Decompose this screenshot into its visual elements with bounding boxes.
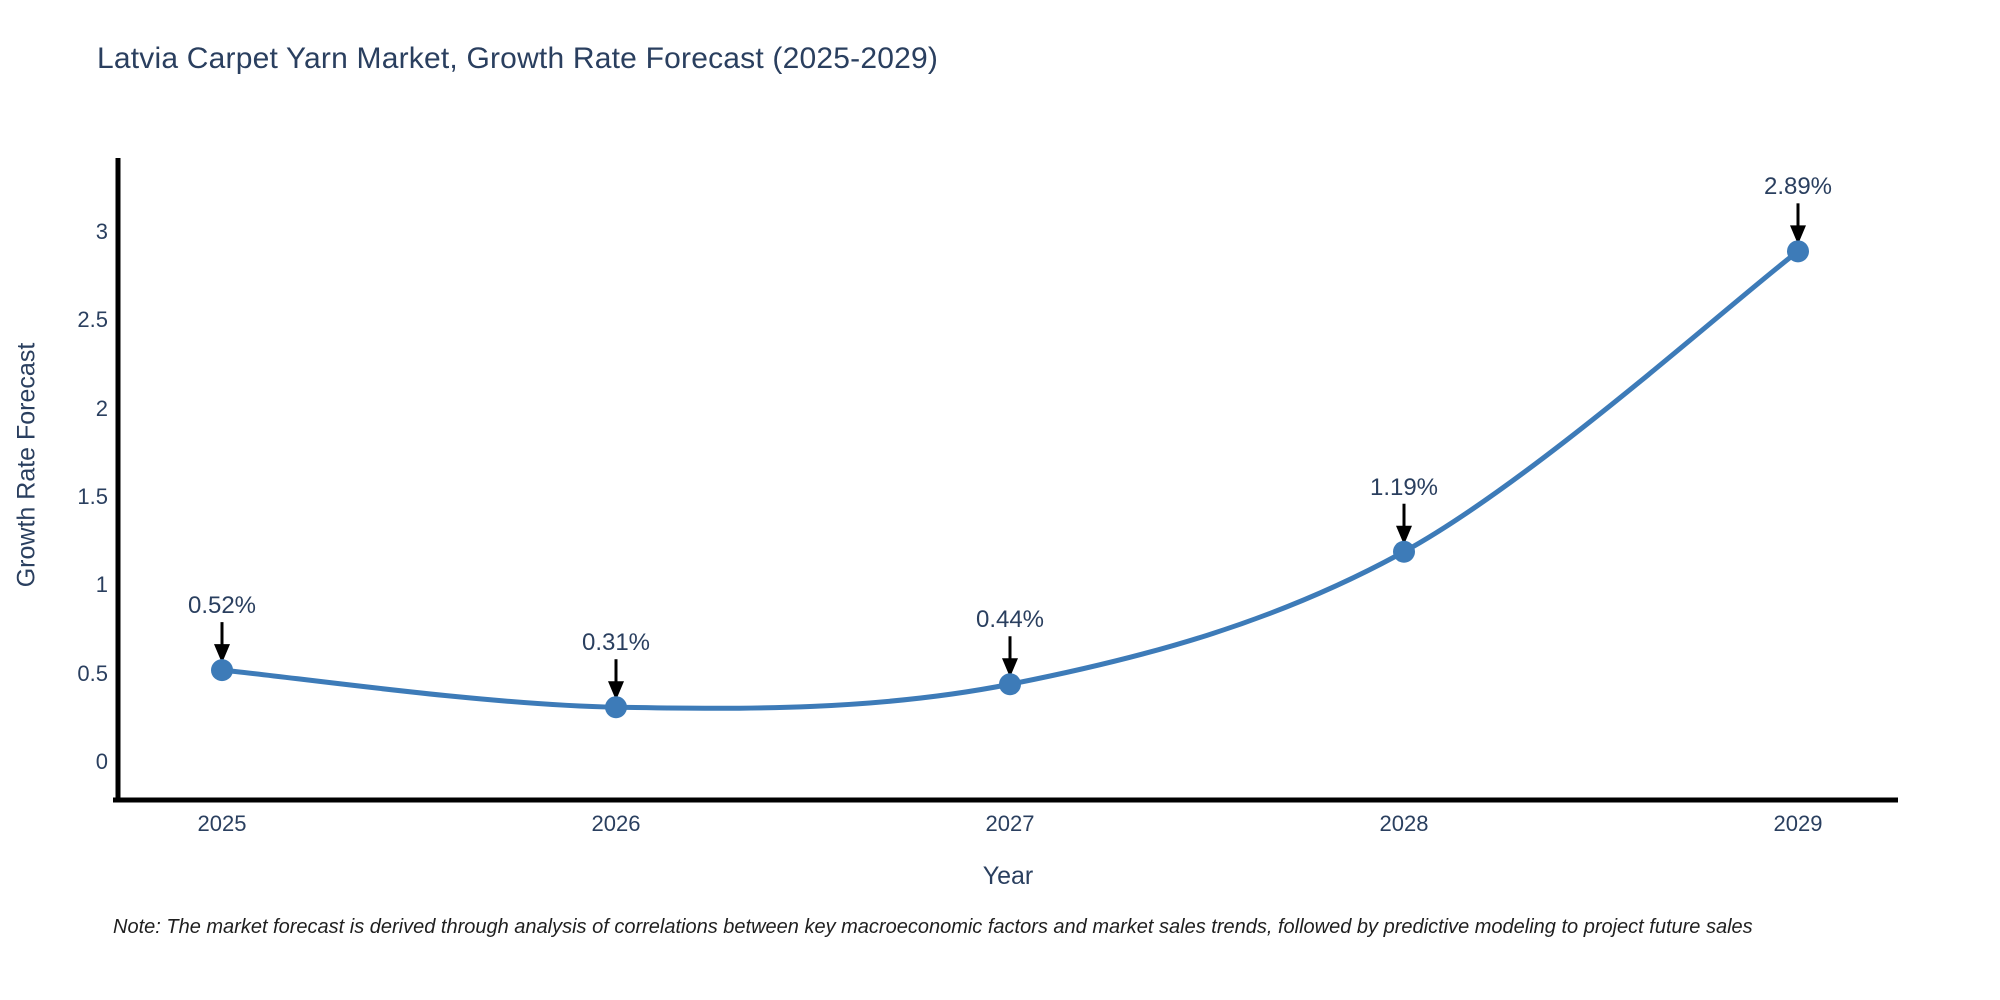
point-value-label: 2.89% <box>1763 173 1833 201</box>
y-tick-label: 0 <box>95 749 108 774</box>
x-tick-label: 2026 <box>591 811 641 836</box>
x-tick-label: 2029 <box>1773 811 1823 836</box>
y-tick-label: 0.5 <box>77 660 108 686</box>
data-point-marker-2029 <box>1787 240 1809 263</box>
x-tick-label: 2027 <box>985 811 1035 836</box>
data-point-marker-2028 <box>1393 540 1415 563</box>
point-value-label: 1.19% <box>1369 473 1439 501</box>
y-tick-label: 1 <box>95 572 108 598</box>
x-axis-title: Year <box>982 862 1034 890</box>
point-value-label: 0.44% <box>975 606 1045 634</box>
data-point-marker-2026 <box>605 696 627 719</box>
y-tick-label: 2.5 <box>77 307 108 333</box>
point-value-label: 0.52% <box>187 592 257 620</box>
footnote-text: Note: The market forecast is derived thr… <box>113 916 1753 938</box>
annotation-arrow-head <box>1790 225 1806 245</box>
data-point-marker-2025 <box>211 659 233 682</box>
point-value-label: 0.31% <box>581 629 651 657</box>
y-tick-label: 1.5 <box>77 483 108 509</box>
data-point-marker-2027 <box>999 673 1021 696</box>
y-tick-label: 2 <box>95 395 108 421</box>
annotation-arrow-head <box>214 644 230 664</box>
annotation-arrow-head <box>1002 658 1018 678</box>
annotation-arrow-head <box>1396 525 1412 545</box>
x-tick-label: 2025 <box>197 811 247 836</box>
chart-title: Latvia Carpet Yarn Market, Growth Rate F… <box>97 42 939 75</box>
annotation-arrow-head <box>608 681 624 701</box>
y-tick-label: 3 <box>95 218 108 244</box>
x-tick-label: 2028 <box>1379 811 1429 836</box>
forecast-line <box>219 248 1801 711</box>
